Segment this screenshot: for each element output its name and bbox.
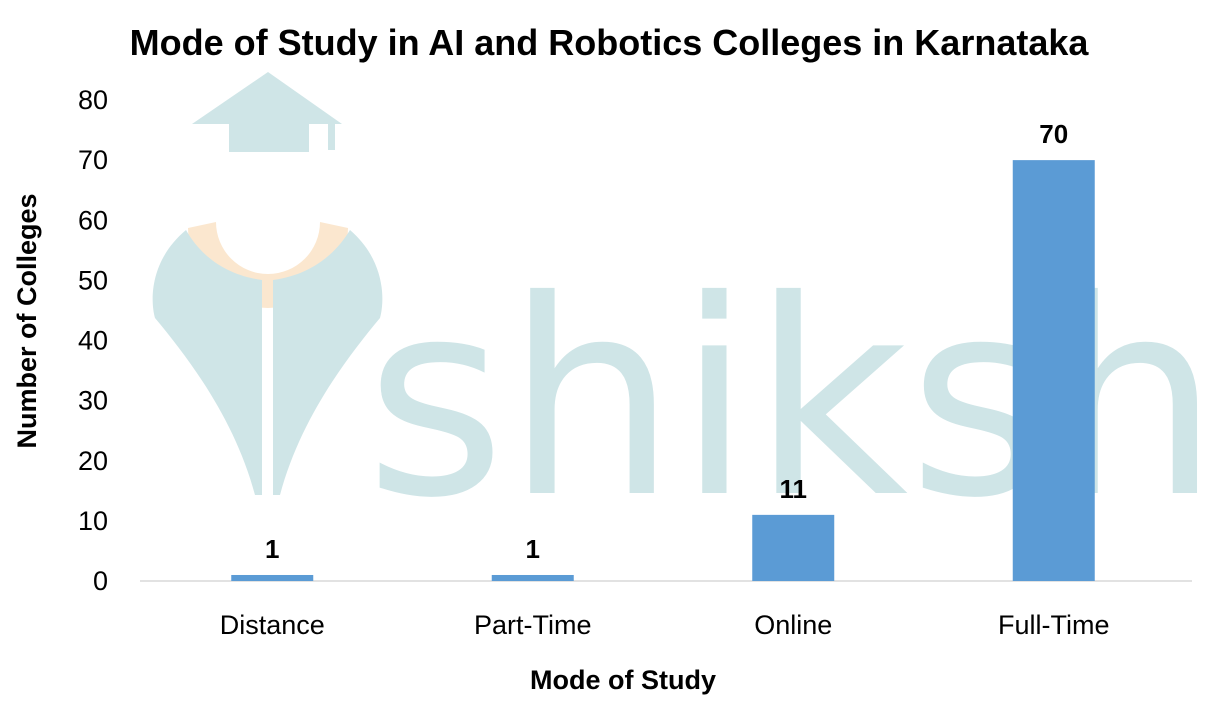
y-tick-label: 0 — [93, 566, 108, 596]
data-label: 1 — [265, 534, 279, 564]
data-label: 11 — [780, 474, 808, 504]
y-tick-label: 70 — [78, 145, 108, 175]
y-axis-title: Number of Colleges — [12, 193, 42, 448]
y-tick-label: 30 — [78, 386, 108, 416]
x-tick-label: Part-Time — [474, 610, 592, 640]
y-tick-label: 10 — [78, 506, 108, 536]
y-tick-label: 60 — [78, 205, 108, 235]
x-tick-label: Online — [754, 610, 832, 640]
data-label: 1 — [526, 534, 540, 564]
x-tick-label: Full-Time — [998, 610, 1110, 640]
graduate-logo-icon — [152, 72, 383, 495]
x-axis-ticks: Distance Part-Time Online Full-Time — [220, 610, 1110, 640]
bar-online — [752, 514, 835, 581]
y-tick-label: 40 — [78, 326, 108, 356]
bar-part-time — [491, 574, 574, 581]
y-tick-label: 20 — [78, 446, 108, 476]
y-tick-label: 80 — [78, 85, 108, 115]
y-axis-ticks: 0 10 20 30 40 50 60 70 80 — [78, 85, 108, 596]
chart-title: Mode of Study in AI and Robotics College… — [130, 22, 1090, 63]
bars — [231, 160, 1095, 581]
x-tick-label: Distance — [220, 610, 325, 640]
bar-full-time — [1012, 160, 1095, 581]
y-tick-label: 50 — [78, 265, 108, 295]
data-label: 70 — [1039, 119, 1068, 149]
x-axis-title: Mode of Study — [530, 665, 716, 695]
bar-distance — [231, 574, 314, 581]
